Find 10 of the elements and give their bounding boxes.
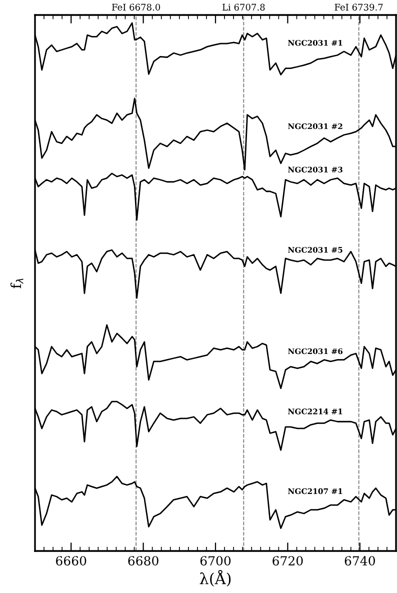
x-axis-title: λ(Å) <box>200 570 231 586</box>
x-tick-label: 6680 <box>128 556 158 566</box>
y-axis-title: f$_{λ}$ <box>10 278 24 288</box>
x-tick-label: 6660 <box>56 556 86 566</box>
ref-line-label: Li 6707.8 <box>222 4 265 11</box>
ref-line-label: FeI 6678.0 <box>112 4 160 11</box>
ref-line-label: FeI 6739.7 <box>334 4 383 11</box>
x-tick-label: 6740 <box>344 556 375 566</box>
x-tick-label: 6720 <box>272 556 303 566</box>
x-tick-label: 6700 <box>200 556 231 566</box>
